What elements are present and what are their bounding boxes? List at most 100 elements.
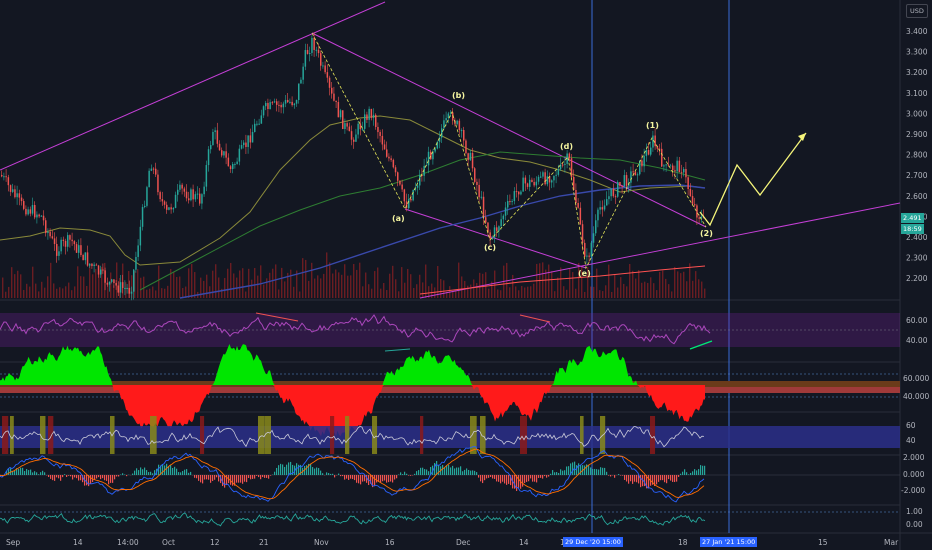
price-tick: 2.300 bbox=[906, 254, 928, 263]
candle-body bbox=[67, 235, 69, 247]
volume-bar bbox=[665, 278, 667, 298]
macd-bar bbox=[574, 461, 576, 475]
macd-bar bbox=[240, 475, 242, 483]
volume-bar bbox=[476, 283, 478, 298]
candle-body bbox=[643, 155, 645, 167]
currency-button[interactable]: USD bbox=[906, 4, 928, 18]
candle-body bbox=[245, 142, 247, 147]
macd-bar bbox=[424, 469, 426, 475]
volume-bar bbox=[455, 290, 457, 298]
wave-channel bbox=[0, 1, 901, 299]
candle-body bbox=[234, 163, 236, 165]
macd-bar bbox=[384, 475, 386, 481]
volume-bar bbox=[125, 282, 127, 298]
macd-bar bbox=[72, 475, 74, 480]
macd-bar bbox=[116, 475, 118, 477]
macd-bar bbox=[460, 466, 462, 475]
macd-bar bbox=[486, 475, 488, 479]
macd-bar bbox=[170, 465, 172, 475]
macd-bar bbox=[254, 475, 256, 479]
candle-body bbox=[315, 49, 318, 51]
macd-bar bbox=[146, 470, 148, 475]
candle-body bbox=[271, 102, 274, 104]
candle-body bbox=[520, 191, 522, 195]
candle-body bbox=[515, 191, 518, 193]
candle-body bbox=[524, 177, 527, 184]
macd-bar bbox=[350, 475, 352, 479]
macd-bar bbox=[280, 463, 282, 475]
macd-bar bbox=[444, 467, 446, 475]
band-bar bbox=[372, 416, 378, 454]
candle-body bbox=[355, 134, 357, 142]
candle-body bbox=[320, 53, 322, 66]
candle-body bbox=[265, 102, 267, 107]
volume-bar bbox=[626, 286, 628, 298]
macd-bar bbox=[632, 475, 634, 484]
candle-body bbox=[423, 165, 425, 176]
volume-bar bbox=[266, 278, 268, 298]
candle-body bbox=[56, 243, 58, 256]
price-axis[interactable]: 3.400 3.300 3.200 3.100 3.000 2.900 2.800 2.700… bbox=[906, 27, 928, 283]
projection-path bbox=[699, 132, 807, 227]
volume-bar bbox=[161, 288, 163, 298]
volume-bar bbox=[29, 286, 31, 298]
macd-bar bbox=[150, 471, 152, 475]
macd-bar bbox=[402, 474, 404, 475]
volume-bar bbox=[659, 271, 661, 298]
macd-bar bbox=[628, 475, 630, 484]
volume-bar bbox=[278, 289, 280, 298]
volume-bar bbox=[641, 282, 643, 298]
candle-body bbox=[130, 291, 133, 294]
macd-bar bbox=[52, 475, 54, 481]
macd-bar bbox=[682, 471, 684, 475]
candle-body bbox=[674, 170, 676, 172]
candle-body bbox=[91, 263, 93, 267]
volume-bar bbox=[431, 283, 433, 298]
volume-bar bbox=[233, 273, 235, 298]
volume-oscillator-line bbox=[0, 512, 706, 527]
macd-bar bbox=[546, 475, 548, 478]
volume-bar bbox=[584, 291, 586, 298]
macd-bar bbox=[314, 468, 316, 475]
volume-bar bbox=[425, 264, 427, 298]
candle-body bbox=[177, 189, 179, 195]
macd-bar bbox=[362, 475, 364, 482]
volume-bar bbox=[677, 271, 679, 298]
macd-bar bbox=[598, 469, 600, 475]
macd-bar bbox=[200, 475, 202, 483]
macd-bar bbox=[260, 475, 262, 480]
macd-bar bbox=[250, 475, 252, 480]
vol-axis-1: 1.00 bbox=[906, 507, 923, 516]
macd-bar bbox=[296, 463, 298, 475]
candle-body bbox=[115, 283, 117, 286]
candle-body bbox=[223, 151, 225, 156]
volume-bar bbox=[95, 269, 97, 298]
macd-bar bbox=[184, 469, 186, 475]
macd-bar bbox=[352, 475, 354, 480]
macd-bar bbox=[428, 471, 430, 475]
candle-body bbox=[381, 135, 384, 145]
wave-label-d: (d) bbox=[560, 142, 573, 151]
candle-body bbox=[507, 201, 509, 208]
macd-bar bbox=[374, 475, 376, 486]
volume-bar bbox=[74, 286, 76, 298]
volume-bar bbox=[398, 291, 400, 298]
candle-body bbox=[383, 144, 386, 150]
macd-bar bbox=[452, 465, 454, 475]
volume-bar bbox=[287, 272, 289, 298]
candle-body bbox=[278, 104, 280, 106]
candle-body bbox=[410, 199, 412, 201]
macd-bar bbox=[686, 472, 688, 475]
volume-bar bbox=[614, 274, 616, 298]
candle-body bbox=[482, 196, 485, 218]
candle-body bbox=[370, 108, 373, 118]
candle-body bbox=[119, 282, 122, 293]
band-bar bbox=[200, 416, 205, 454]
candle-body bbox=[639, 160, 641, 175]
macd-bar bbox=[212, 475, 214, 481]
candle-body bbox=[282, 103, 285, 108]
macd-bar bbox=[676, 475, 678, 482]
candle-body bbox=[485, 217, 487, 223]
